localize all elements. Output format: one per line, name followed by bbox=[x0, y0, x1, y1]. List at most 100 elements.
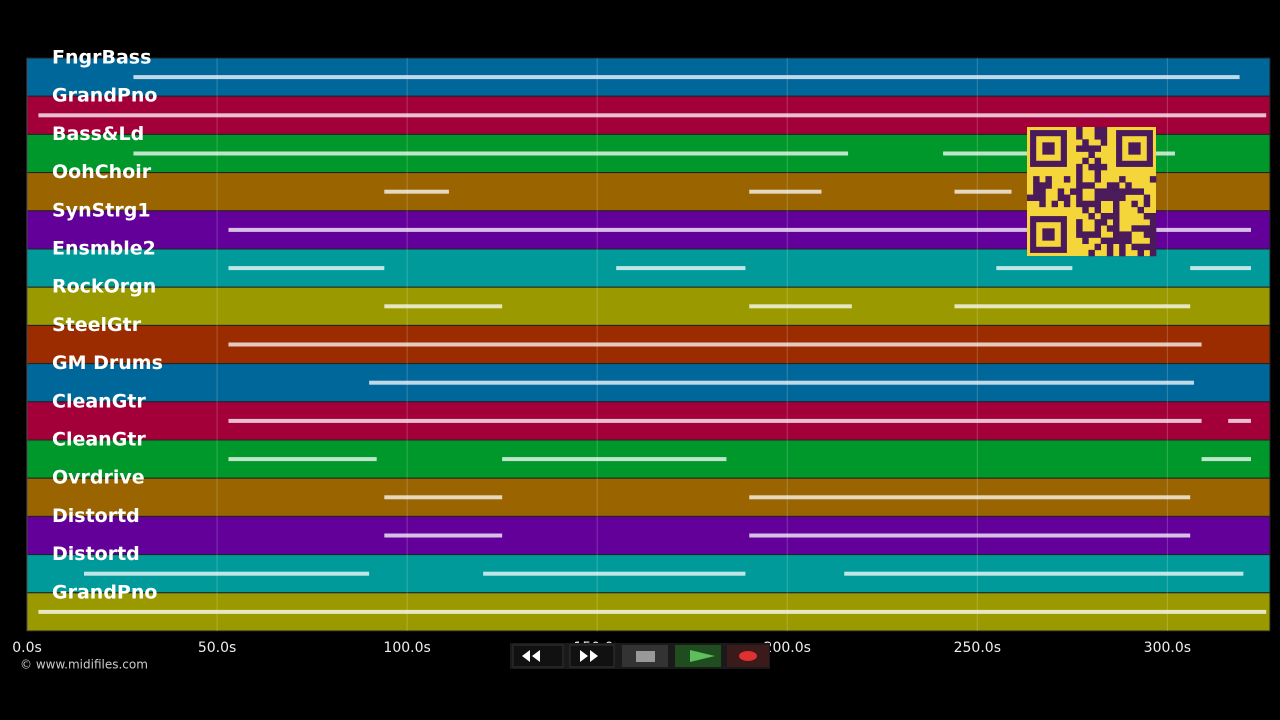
qr-finder bbox=[1116, 130, 1153, 167]
tick-label: 50.0s bbox=[198, 640, 236, 656]
note-span bbox=[84, 571, 370, 576]
qr-module bbox=[1125, 231, 1132, 238]
qr-module bbox=[1131, 188, 1138, 195]
qr-module bbox=[1143, 213, 1151, 220]
qr-module bbox=[1088, 151, 1095, 159]
qr-module bbox=[1100, 219, 1108, 226]
qr-module bbox=[1045, 182, 1052, 189]
track-label: GrandPno bbox=[52, 581, 157, 603]
record-button[interactable] bbox=[727, 645, 769, 667]
qr-module bbox=[1088, 231, 1095, 238]
note-span bbox=[228, 457, 377, 462]
track-label: CleanGtr bbox=[52, 429, 146, 451]
note-span bbox=[616, 266, 746, 271]
qr-module bbox=[1149, 225, 1157, 232]
qr-module bbox=[1113, 194, 1120, 202]
qr-module bbox=[1143, 200, 1151, 208]
qr-module bbox=[1057, 194, 1065, 202]
note-span bbox=[996, 266, 1073, 271]
qr-module bbox=[1131, 200, 1138, 208]
note-span bbox=[954, 189, 1012, 194]
qr-module bbox=[1137, 206, 1145, 214]
track-label: SteelGtr bbox=[52, 314, 142, 336]
rewind-button[interactable] bbox=[512, 644, 564, 668]
qr-module bbox=[1039, 182, 1046, 189]
tick-label: 250.0s bbox=[954, 640, 1001, 656]
qr-module bbox=[1149, 237, 1157, 245]
track-label: Distortd bbox=[52, 543, 140, 565]
qr-module bbox=[1088, 249, 1095, 257]
track-labels: FngrBass GrandPno Bass&Ld OohChoir SynStrg1 E… bbox=[52, 47, 163, 604]
qr-module bbox=[1143, 225, 1151, 232]
qr-finder-dot bbox=[1042, 228, 1055, 241]
qr-module bbox=[1076, 188, 1083, 195]
qr-module bbox=[1094, 170, 1102, 177]
qr-module bbox=[1082, 145, 1089, 152]
qr-finder bbox=[1030, 130, 1067, 167]
qr-module bbox=[1039, 194, 1046, 202]
qr-module bbox=[1088, 163, 1095, 171]
qr-module bbox=[1094, 157, 1102, 165]
tick-label: 100.0s bbox=[383, 640, 430, 656]
qr-module bbox=[1125, 237, 1132, 245]
note-span bbox=[384, 189, 449, 194]
qr-module bbox=[1113, 231, 1120, 238]
qr-module bbox=[1137, 249, 1145, 257]
qr-module bbox=[1113, 237, 1120, 245]
track-label: SynStrg1 bbox=[52, 199, 151, 221]
track-label: Ensmble2 bbox=[52, 238, 156, 260]
qr-module bbox=[1082, 157, 1089, 165]
qr-module bbox=[1106, 243, 1114, 251]
note-span bbox=[844, 571, 1244, 576]
play-button[interactable] bbox=[675, 645, 721, 667]
qr-module bbox=[1149, 213, 1157, 220]
qr-module bbox=[1100, 213, 1108, 220]
note-span bbox=[749, 189, 822, 194]
qr-module bbox=[1088, 182, 1095, 189]
qr-module bbox=[1100, 237, 1108, 245]
qr-module bbox=[1137, 188, 1145, 195]
track-label: CleanGtr bbox=[52, 390, 146, 412]
qr-module bbox=[1100, 163, 1108, 171]
note-span bbox=[369, 380, 1194, 385]
fast-forward-button[interactable] bbox=[569, 644, 615, 668]
note-span bbox=[483, 571, 746, 576]
qr-module bbox=[1094, 219, 1102, 226]
qr-module bbox=[1149, 249, 1157, 257]
track-label: GrandPno bbox=[52, 85, 157, 107]
note-span bbox=[38, 113, 1267, 118]
qr-module bbox=[1100, 127, 1108, 134]
qr-module bbox=[1119, 188, 1126, 195]
qr-module bbox=[1076, 163, 1083, 171]
qr-module bbox=[1039, 188, 1046, 195]
note-span bbox=[133, 75, 1240, 80]
qr-module bbox=[1094, 225, 1102, 232]
stop-button[interactable] bbox=[622, 645, 668, 667]
note-span bbox=[384, 304, 503, 309]
qr-module bbox=[1131, 225, 1138, 232]
qr-module bbox=[1063, 176, 1071, 183]
qr-module bbox=[1082, 182, 1089, 189]
qr-module bbox=[1137, 243, 1145, 251]
qr-module bbox=[1033, 188, 1040, 195]
track-label: Distortd bbox=[52, 505, 140, 527]
qr-module bbox=[1149, 243, 1157, 251]
qr-module bbox=[1076, 182, 1083, 189]
qr-module bbox=[1106, 249, 1114, 257]
track-label: OohChoir bbox=[52, 161, 152, 183]
qr-module bbox=[1033, 182, 1040, 189]
qr-module bbox=[1094, 127, 1102, 134]
qr-module bbox=[1063, 194, 1071, 202]
track-label: FngrBass bbox=[52, 47, 151, 69]
qr-module bbox=[1143, 243, 1151, 251]
qr-module bbox=[1076, 176, 1083, 183]
qr-module bbox=[1033, 194, 1040, 202]
qr-module bbox=[1039, 200, 1046, 208]
qr-module bbox=[1076, 145, 1083, 152]
track-label: RockOrgn bbox=[52, 276, 156, 298]
note-span bbox=[384, 495, 503, 500]
track-label: GM Drums bbox=[52, 352, 163, 374]
qr-module bbox=[1076, 170, 1083, 177]
qr-module bbox=[1106, 188, 1114, 195]
qr-module bbox=[1082, 200, 1089, 208]
